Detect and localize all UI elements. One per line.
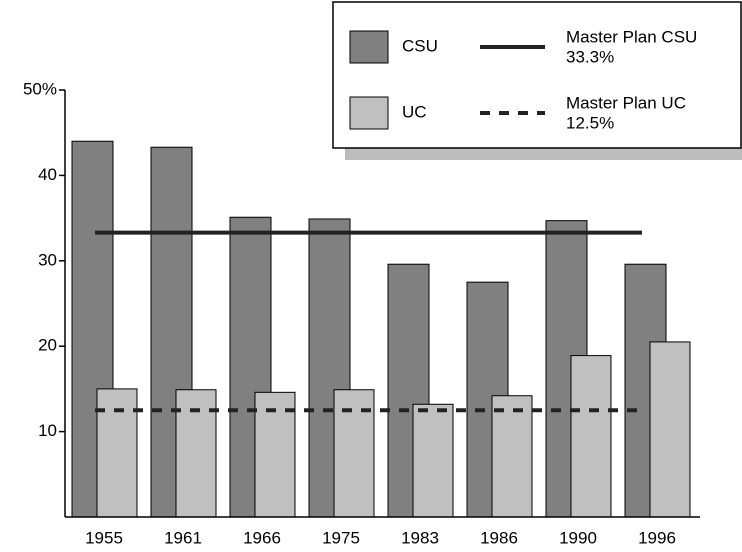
x-tick-label: 1955 xyxy=(85,528,123,547)
y-tick-label: 40 xyxy=(38,165,57,184)
bar xyxy=(491,395,533,518)
bar xyxy=(649,341,691,518)
legend-shadow xyxy=(345,148,742,160)
y-tick-label: 30 xyxy=(38,250,57,269)
x-tick-label: 1983 xyxy=(401,528,439,547)
y-tick-label: 10 xyxy=(38,421,57,440)
y-tick-label: 50% xyxy=(23,79,57,98)
y-tick-label: 20 xyxy=(38,336,57,355)
legend-box xyxy=(332,1,742,149)
x-tick-label: 1961 xyxy=(164,528,202,547)
x-tick-label: 1975 xyxy=(322,528,360,547)
x-tick-label: 1966 xyxy=(243,528,281,547)
legend-label: Master Plan UC xyxy=(566,93,686,112)
x-tick-label: 1990 xyxy=(559,528,597,547)
legend-label: UC xyxy=(402,102,427,121)
bar xyxy=(96,388,138,518)
bar xyxy=(412,403,454,518)
bar xyxy=(254,391,296,518)
legend-label: CSU xyxy=(402,36,438,55)
legend-label: 33.3% xyxy=(566,47,614,66)
x-tick-label: 1996 xyxy=(638,528,676,547)
legend-swatch xyxy=(349,96,389,130)
x-tick-label: 1986 xyxy=(480,528,518,547)
legend-label: 12.5% xyxy=(566,113,614,132)
legend-label: Master Plan CSU xyxy=(566,27,697,46)
bar xyxy=(570,355,612,518)
legend-swatch xyxy=(349,30,389,64)
